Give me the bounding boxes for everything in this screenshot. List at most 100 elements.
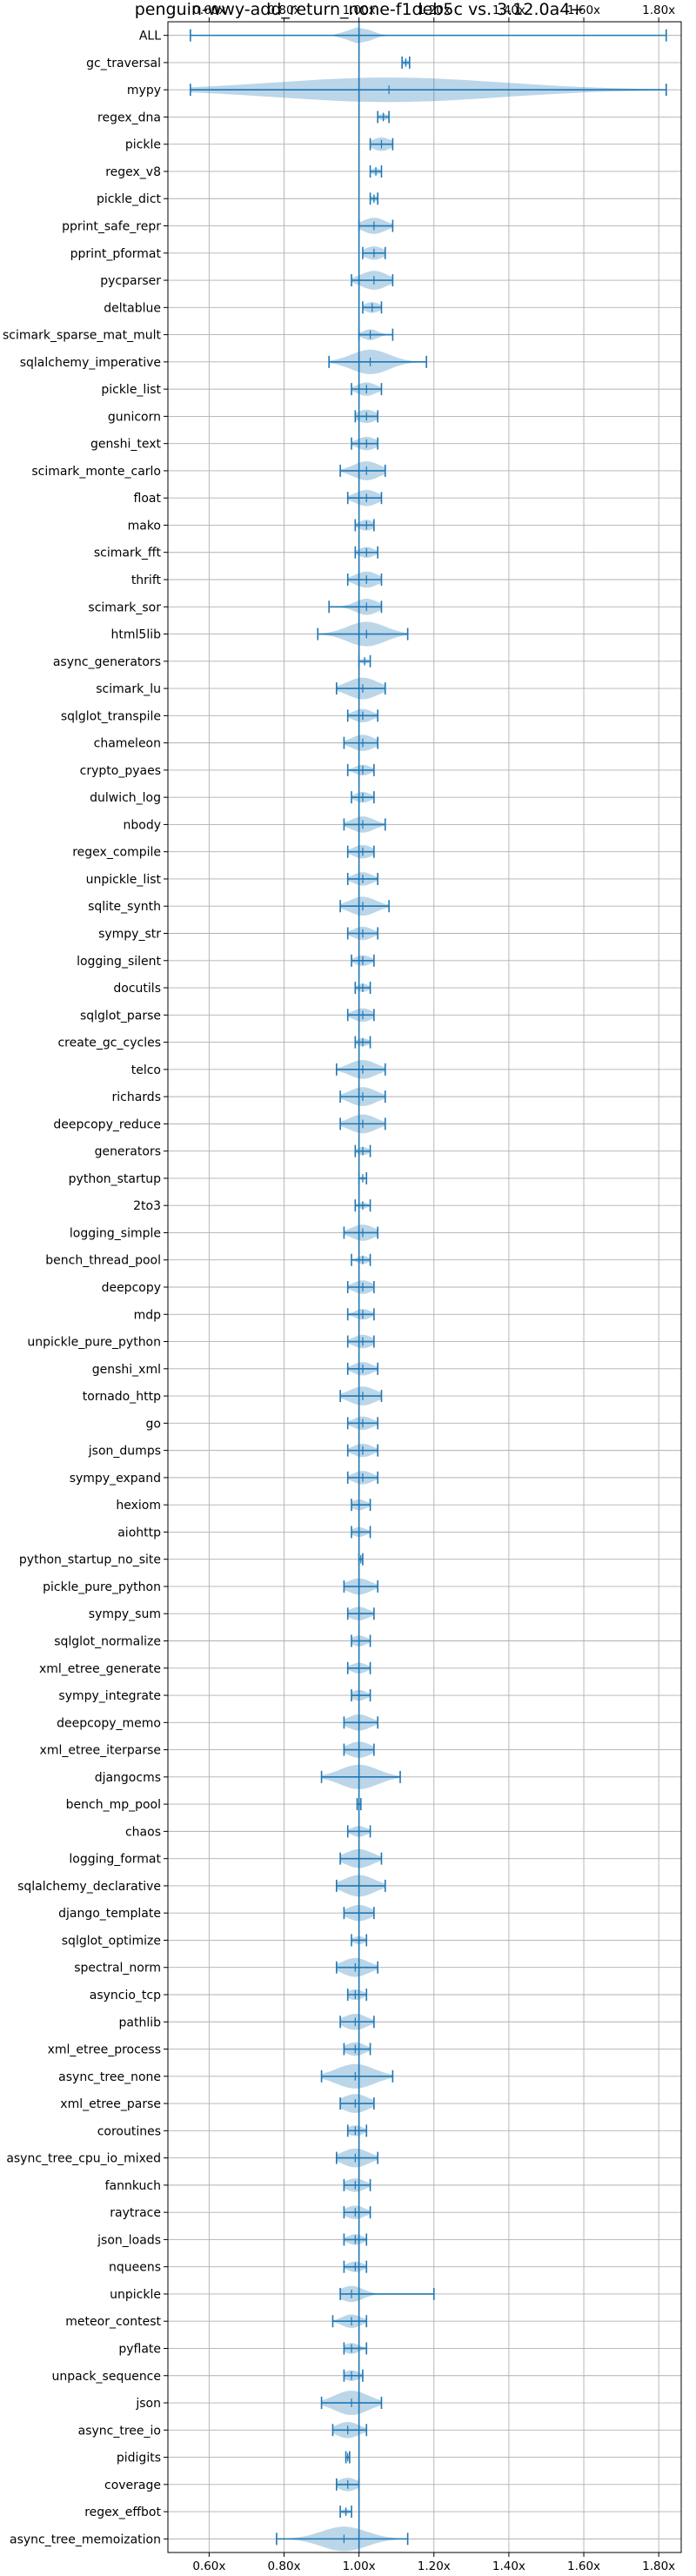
benchmark-label: genshi_xml <box>92 1363 161 1377</box>
benchmark-label: coroutines <box>97 2124 161 2138</box>
benchmark-label: gc_traversal <box>86 57 161 70</box>
benchmark-label: create_gc_cycles <box>57 1036 161 1050</box>
benchmark-label: mdp <box>134 1308 162 1322</box>
benchmark-label: crypto_pyaes <box>80 764 161 778</box>
benchmark-label: sqlalchemy_imperative <box>20 356 161 370</box>
benchmark-label: scimark_lu <box>96 682 161 696</box>
benchmark-label: asyncio_tcp <box>90 1989 161 2002</box>
benchmark-label: python_startup_no_site <box>19 1553 161 1567</box>
benchmark-label: json_dumps <box>88 1445 161 1459</box>
benchmark-label: pathlib <box>119 2016 162 2029</box>
violin-layer <box>190 27 666 2552</box>
benchmark-label: bench_mp_pool <box>66 1798 161 1812</box>
benchmark-label: xml_etree_process <box>48 2043 161 2057</box>
x-tick-label-top: 1.00x <box>343 3 376 17</box>
benchmark-label: dulwich_log <box>90 791 161 805</box>
benchmark-label: richards <box>112 1090 162 1104</box>
x-tick-label-top: 1.20x <box>418 3 451 17</box>
benchmark-label: aiohttp <box>117 1526 161 1540</box>
benchmark-label: deepcopy_memo <box>57 1716 161 1730</box>
benchmark-label: sqlite_synth <box>88 900 161 914</box>
benchmark-label: unpickle_list <box>86 873 162 887</box>
benchmark-label: deepcopy_reduce <box>53 1117 161 1131</box>
benchmark-label: pickle <box>125 138 161 152</box>
benchmark-label: python_startup <box>69 1172 161 1186</box>
benchmark-label: async_tree_none <box>58 2070 161 2084</box>
benchmark-label: sqlalchemy_declarative <box>17 1880 161 1894</box>
benchmark-label: pickle_pure_python <box>43 1580 161 1594</box>
benchmark-label: django_template <box>58 1907 161 1921</box>
benchmark-label: async_tree_cpu_io_mixed <box>6 2152 161 2166</box>
benchmark-label: logging_silent <box>77 955 161 969</box>
x-tick-label-bottom: 1.60x <box>567 2559 600 2573</box>
benchmark-label: scimark_fft <box>94 547 162 560</box>
benchmark-label: sqlglot_parse <box>80 1009 161 1023</box>
benchmark-label: scimark_sparse_mat_mult <box>3 329 161 343</box>
benchmark-label: nbody <box>124 818 162 832</box>
benchmark-label: xml_etree_iterparse <box>40 1744 161 1758</box>
benchmark-label: spectral_norm <box>74 1962 161 1976</box>
benchmark-label: telco <box>131 1063 161 1077</box>
x-tick-layer: 0.60x 0.60x 0.80x 0.80x 1.00x 1.00x 1.20x 1.20x… <box>164 3 675 2573</box>
benchmark-label: pyflate <box>118 2342 161 2356</box>
benchmark-label: generators <box>95 1145 161 1159</box>
benchmark-label: pprint_safe_repr <box>62 220 161 234</box>
benchmark-label: sqlglot_transpile <box>61 709 161 723</box>
benchmark-label: json_loads <box>97 2233 161 2247</box>
x-tick-label-top: 1.60x <box>567 3 600 17</box>
benchmark-label: pprint_pformat <box>70 247 162 261</box>
benchmark-label: scimark_sor <box>88 600 161 614</box>
benchmark-label: unpickle <box>110 2288 161 2302</box>
x-tick-label-top: 1.80x <box>642 3 675 17</box>
error-bar-layer <box>190 29 667 2546</box>
benchmark-label: docutils <box>113 982 161 996</box>
benchmark-label: bench_thread_pool <box>45 1254 161 1268</box>
benchmark-label: logging_format <box>69 1853 161 1867</box>
benchmark-label: chameleon <box>94 737 161 751</box>
x-tick-label-bottom: 0.60x <box>192 2559 225 2573</box>
benchmark-label: xml_etree_parse <box>60 2097 161 2111</box>
x-tick-label-top: 0.60x <box>192 3 225 17</box>
benchmark-label: scimark_monte_carlo <box>31 465 161 479</box>
x-tick-label-bottom: 1.40x <box>492 2559 525 2573</box>
benchmark-label: fannkuch <box>105 2179 161 2193</box>
x-tick-label-bottom: 0.80x <box>267 2559 300 2573</box>
benchmark-label: meteor_contest <box>65 2315 161 2329</box>
benchmark-label: pidigits <box>117 2452 161 2465</box>
plot-frame <box>167 21 682 2553</box>
x-tick-label-top: 1.40x <box>492 3 525 17</box>
x-tick-label-top: 0.80x <box>267 3 300 17</box>
benchmark-label: tornado_http <box>83 1390 161 1404</box>
benchmark-label: unpickle_pure_python <box>27 1336 161 1350</box>
benchmark-label: nqueens <box>109 2261 161 2275</box>
chart-title: penguin-wwy-add_return_none-f1deb5c vs. … <box>135 0 585 19</box>
benchmark-label: sympy_integrate <box>58 1689 161 1703</box>
benchmark-label: gunicorn <box>108 410 161 424</box>
benchmark-label: hexiom <box>116 1499 161 1513</box>
benchmark-label: pycparser <box>100 274 161 288</box>
benchmark-label: ALL <box>139 30 161 44</box>
benchmark-label: 2to3 <box>133 1199 161 1213</box>
benchmark-label: deepcopy <box>102 1281 161 1295</box>
x-tick-label-bottom: 1.80x <box>642 2559 675 2573</box>
benchmark-label: sympy_expand <box>70 1472 161 1486</box>
benchmark-label: sympy_str <box>98 928 161 942</box>
benchmark-label: xml_etree_generate <box>39 1662 161 1676</box>
benchmark-label: sqlglot_optimize <box>62 1934 161 1948</box>
benchmark-label: regex_v8 <box>105 165 161 179</box>
benchmark-label: coverage <box>104 2479 161 2492</box>
benchmark-label: json <box>135 2397 161 2411</box>
benchmark-label: regex_dna <box>97 111 161 124</box>
benchmark-label: pickle_list <box>101 383 161 397</box>
benchmark-label: mako <box>128 519 161 533</box>
benchmark-label: sqlglot_normalize <box>54 1634 161 1648</box>
benchmark-label: logging_simple <box>70 1226 161 1240</box>
benchmark-label: async_generators <box>53 655 161 669</box>
x-tick-label-bottom: 1.00x <box>343 2559 376 2573</box>
benchmark-label: async_tree_io <box>78 2424 161 2438</box>
benchmark-label: thrift <box>131 574 162 587</box>
benchmark-label: djangocms <box>95 1771 161 1785</box>
benchmark-label: async_tree_memoization <box>10 2532 161 2546</box>
